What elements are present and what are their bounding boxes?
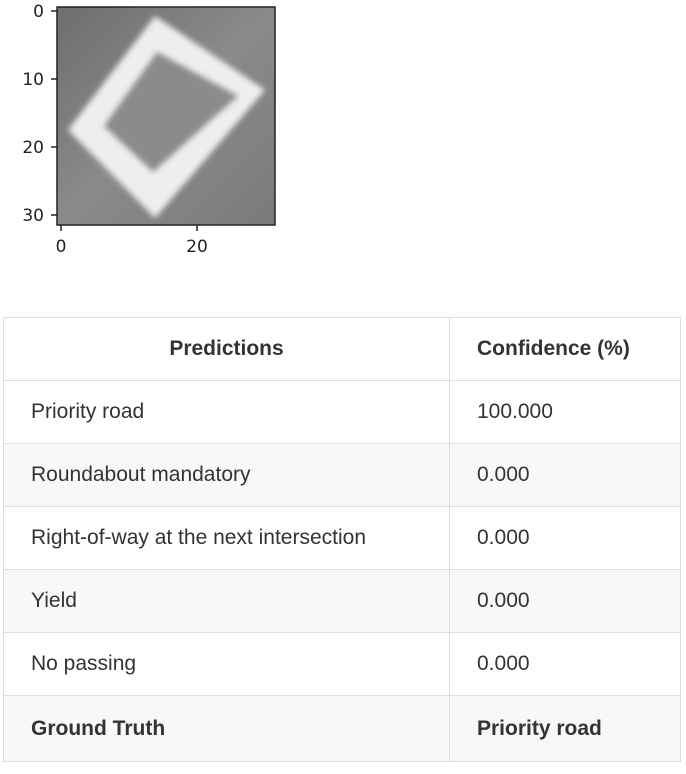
table-row: Right-of-way at the next intersection 0.…: [3, 506, 681, 570]
table-row: Yield 0.000: [3, 569, 681, 633]
table-row: Roundabout mandatory 0.000: [3, 443, 681, 507]
y-tick-label: 30: [22, 206, 44, 226]
y-tick-label: 0: [33, 2, 44, 22]
predictions-table: Predictions Confidence (%) Priority road…: [3, 317, 681, 762]
table-header-row: Predictions Confidence (%): [3, 317, 681, 381]
table-row: No passing 0.000: [3, 632, 681, 696]
y-tick-label: 20: [22, 138, 44, 158]
table-row: Priority road 100.000: [3, 380, 681, 444]
ground-truth-value: Priority road: [449, 695, 681, 762]
sign-image: [57, 7, 275, 225]
prediction-label: Right-of-way at the next intersection: [3, 506, 450, 570]
y-axis: [51, 10, 57, 216]
x-tick-label: 0: [56, 237, 67, 257]
confidence-value: 0.000: [449, 506, 681, 570]
x-axis: [60, 225, 198, 231]
image-axes: 0 10 20 30 0 20: [22, 2, 276, 257]
prediction-label: Roundabout mandatory: [3, 443, 450, 507]
ground-truth-label: Ground Truth: [3, 695, 450, 762]
confidence-header: Confidence (%): [449, 317, 681, 381]
sign-image-plot: 0 10 20 30 0 20: [0, 0, 290, 262]
confidence-value: 100.000: [449, 380, 681, 444]
image-frame: [56, 6, 276, 226]
prediction-label: No passing: [3, 632, 450, 696]
x-tick-label: 20: [186, 237, 208, 257]
ground-truth-row: Ground Truth Priority road: [3, 695, 681, 762]
confidence-value: 0.000: [449, 632, 681, 696]
confidence-value: 0.000: [449, 443, 681, 507]
prediction-label: Yield: [3, 569, 450, 633]
y-tick-label: 10: [22, 70, 44, 90]
prediction-label: Priority road: [3, 380, 450, 444]
predictions-header: Predictions: [3, 317, 450, 381]
confidence-value: 0.000: [449, 569, 681, 633]
